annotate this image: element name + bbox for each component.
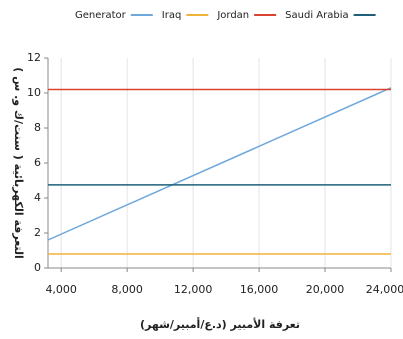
y-tick-label: 8 (34, 121, 41, 134)
legend-label: Generator (75, 10, 127, 21)
y-tick-label: 12 (27, 51, 41, 64)
x-tick-label: 24,000 (366, 283, 403, 296)
y-tick-label: 10 (27, 86, 41, 99)
legend-label: Jordan (216, 10, 249, 21)
legend-label: Iraq (162, 10, 182, 21)
y-tick-label: 4 (34, 191, 41, 204)
x-tick-label: 8,000 (111, 283, 143, 296)
x-tick-label: 20,000 (306, 283, 345, 296)
x-tick-label: 16,000 (240, 283, 279, 296)
x-axis-label: تعرفة الأمبير (د.ع/أمبير/شهر) (140, 317, 300, 331)
y-tick-label: 2 (34, 226, 41, 239)
y-axis-label: التعرفة الكهربائية ( سنت/ك و. س ) (12, 67, 25, 259)
x-tick-label: 4,000 (45, 283, 77, 296)
x-tick-label: 12,000 (174, 283, 213, 296)
y-tick-label: 6 (34, 156, 41, 169)
series-line (47, 87, 392, 241)
legend-label: Saudi Arabia (285, 10, 348, 21)
y-tick-label: 0 (34, 261, 41, 274)
